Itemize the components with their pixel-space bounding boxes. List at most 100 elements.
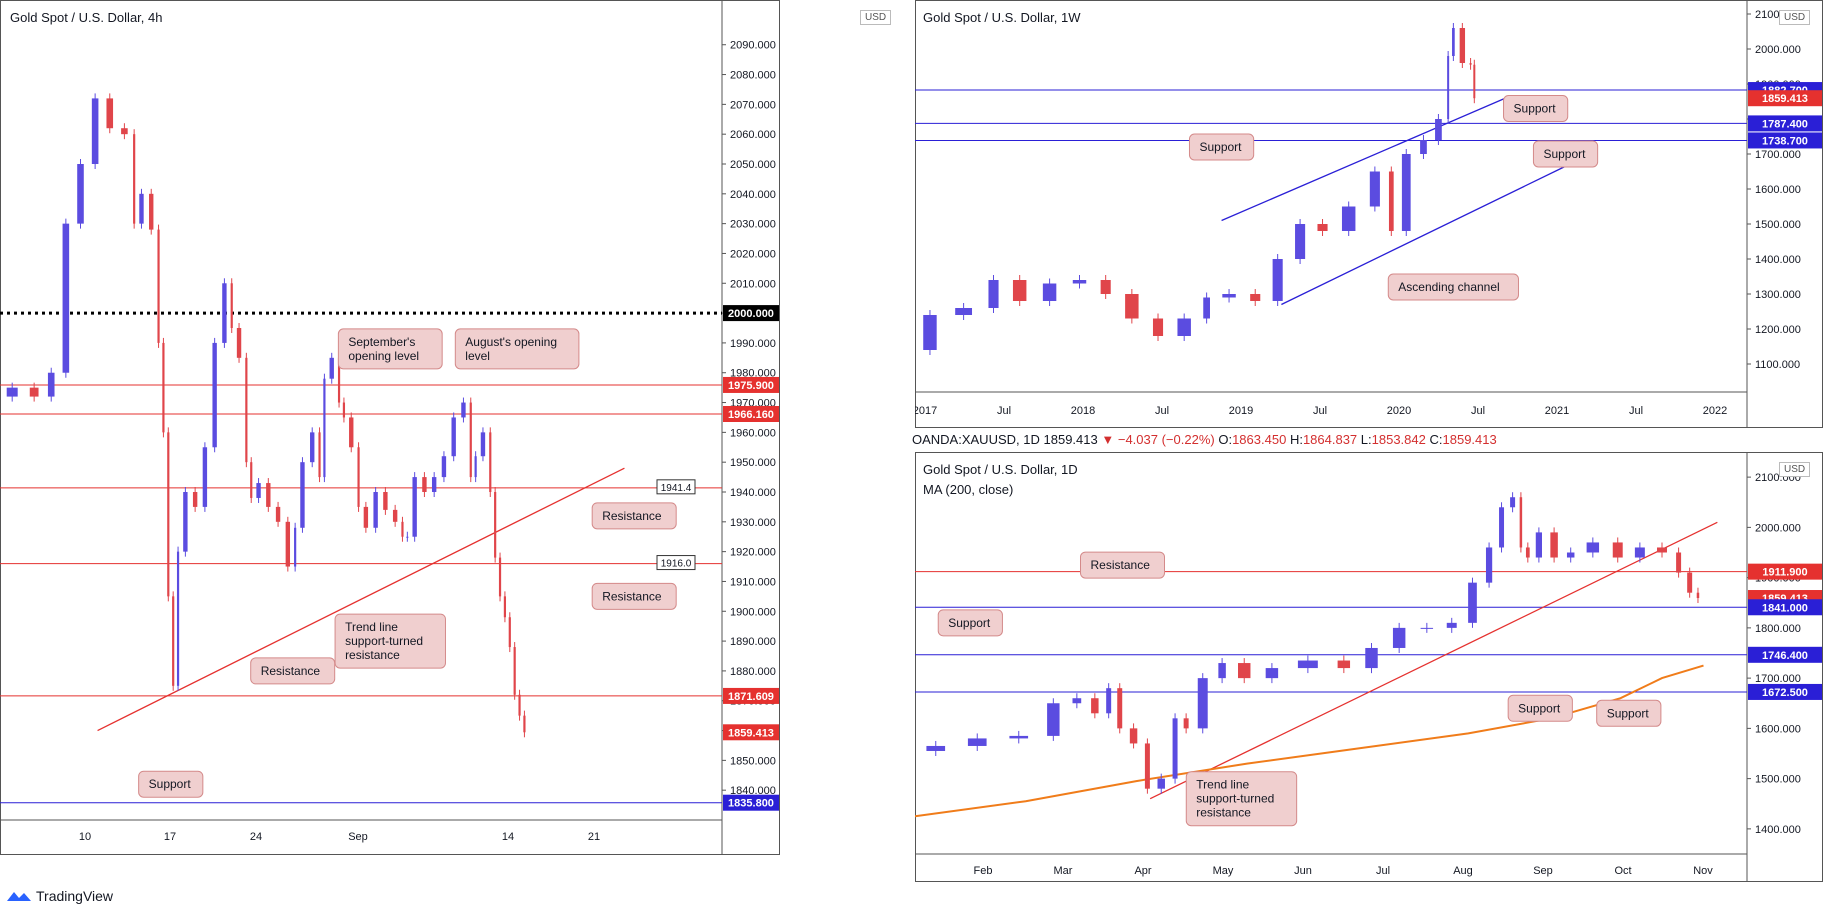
candle-body [1392,627,1406,648]
currency-badge-4h[interactable]: USD [860,10,892,25]
chart-1w-title: Gold Spot / U.S. Dollar, 1W [923,10,1081,25]
candle-body [523,715,526,733]
x-tick-label: 2022 [1703,405,1727,417]
annotation-text: Support [1514,102,1557,116]
candle-body [1297,660,1318,669]
y-tick-label: 1890.000 [730,636,776,648]
annotation-text: level [465,349,490,363]
trend-line [1281,165,1566,306]
price-label: 2000.000 [728,308,774,320]
y-tick-label: 1880.000 [730,666,776,678]
candle-body [230,283,233,328]
candle-body [1525,547,1530,558]
price-label: 1746.400 [1762,650,1808,662]
candle-body [47,372,55,397]
candle-body [923,315,937,350]
tradingview-logo[interactable]: TradingView [6,888,113,904]
x-tick-label: Nov [1693,865,1713,877]
candle-body [1106,688,1112,714]
annotation-callout [937,609,1003,637]
candle-body [176,551,180,686]
candle-body [383,492,388,510]
candle-body [503,596,507,618]
annotation-text: Support [1199,140,1242,154]
candle-body [236,328,242,358]
price-label: 1859.413 [728,727,774,739]
chart-1w-canvas[interactable]: 1100.000 1200.000 1300.000 1400.000 1500.000… [915,0,1823,428]
candle-body [1218,663,1226,679]
x-tick-label: 14 [502,831,514,843]
x-tick-label: 17 [164,831,176,843]
candle-body [266,483,271,507]
candle-body [349,417,354,448]
candle-body [1072,698,1082,704]
annotation-text: resistance [1196,806,1251,820]
candle-body [392,509,398,522]
ohlc-close-label: C: [1429,432,1443,447]
chart-1d[interactable]: 1400.000 1500.000 1600.000 1700.000 1800.000… [915,452,1823,882]
y-tick-label: 1100.000 [1755,359,1800,371]
y-tick-label: 1400.000 [1755,254,1801,266]
candle-body [329,357,334,379]
price-label: 1859.413 [1762,93,1808,105]
ohlc-last: 1859.413 [1043,432,1098,447]
annotation-text: Ascending channel [1398,280,1499,294]
level-tag-label: 1916.0 [661,559,692,570]
candle-body [431,477,437,492]
candle-body [91,98,99,164]
x-tick-label: Jul [1376,865,1390,877]
annotation-text: Support [1543,147,1586,161]
candle-body [1566,552,1575,558]
annotation-text: resistance [345,648,400,662]
y-tick-label: 1990.000 [730,338,776,350]
x-tick-label: May [1213,865,1234,877]
price-label: 1841.000 [1762,602,1808,614]
annotation-text: Resistance [602,589,662,603]
candle-body [250,462,253,498]
annotation-callout [334,613,446,669]
chart-1d-canvas[interactable]: 1400.000 1500.000 1600.000 1700.000 1800.000… [915,452,1823,882]
chart-4h[interactable]: 1840.0001850.0001860.0001870.0001880.000… [0,0,892,855]
y-tick-label: 1400.000 [1755,824,1801,836]
ohlc-high-label: H: [1289,432,1303,447]
chart-1w[interactable]: 1100.000 1200.000 1300.000 1400.000 1500.000… [915,0,1823,428]
candle-body [1401,154,1411,231]
candle-body [1152,318,1164,336]
x-tick-label: 21 [588,831,600,843]
candle-body [310,432,315,463]
trend-line [97,467,625,732]
candle-body [1535,532,1542,558]
candle-body [1657,547,1667,553]
candle-body [62,223,70,373]
annotation-callout [591,502,677,530]
price-label: 1911.900 [1762,567,1807,579]
price-label-box [1748,115,1822,132]
candle-body [1365,647,1378,669]
currency-badge-1d[interactable]: USD [1779,462,1811,477]
x-tick-label: 10 [79,831,91,843]
chart-4h-canvas[interactable]: 1840.0001850.0001860.0001870.0001880.000… [0,0,780,855]
annotation-text: Support [149,777,192,791]
ohlc-change: −4.037 (−0.22%) [1117,432,1215,447]
y-tick-label: 2010.000 [730,278,776,290]
annotation-text: Support [948,616,991,630]
candle-body [1446,622,1457,628]
candle-body [498,557,502,597]
candle-body [1238,663,1251,679]
currency-badge-1w[interactable]: USD [1779,10,1811,25]
x-tick-label: Jul [1155,405,1169,417]
y-tick-label: 1910.000 [730,576,776,588]
y-tick-label: 2060.000 [730,129,776,141]
x-tick-label: Aug [1453,865,1473,877]
y-tick-label: 1950.000 [730,457,776,469]
level-tag-label: 1941.4 [661,483,692,494]
candle-body [422,477,427,492]
candle-body [6,387,18,397]
chart-4h-title: Gold Spot / U.S. Dollar, 4h [10,10,163,25]
y-tick-label: 1900.000 [730,606,776,618]
candle-body [323,378,326,478]
y-tick-label: 2030.000 [730,219,776,231]
candle-body [988,280,999,308]
candle-body [172,596,175,686]
candle-body [1468,582,1477,623]
